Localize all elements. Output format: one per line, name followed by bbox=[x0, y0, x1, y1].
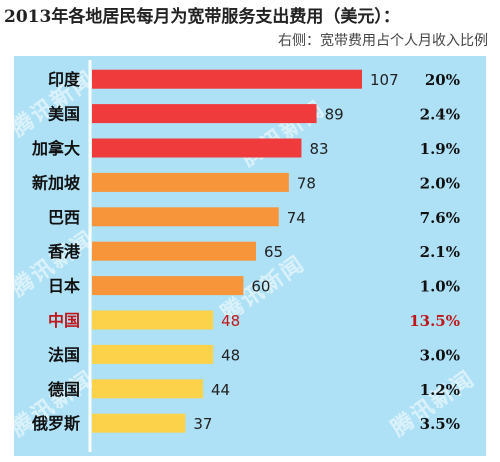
percent-label: 13.5% bbox=[409, 312, 460, 330]
percent-label: 7.6% bbox=[420, 209, 460, 227]
bar bbox=[92, 276, 244, 296]
category-label: 法国 bbox=[48, 345, 80, 364]
value-label: 74 bbox=[287, 209, 306, 227]
category-label: 中国 bbox=[48, 311, 80, 330]
chart-title: 2013年各地居民每月为宽带服务支出费用（美元）： bbox=[4, 7, 400, 27]
category-label: 香港 bbox=[47, 242, 81, 261]
chart-subtitle: 右侧：宽带费用占个人月收入比例 bbox=[278, 33, 488, 49]
bar bbox=[92, 344, 214, 364]
bar bbox=[92, 104, 317, 124]
category-label: 印度 bbox=[48, 70, 81, 89]
plot-area: 腾讯新闻 腾讯新闻 腾讯新闻 腾讯新闻 腾讯新闻 腾讯新闻 印度 107 20% 美国… bbox=[7, 56, 486, 456]
bar bbox=[92, 207, 279, 227]
value-label: 83 bbox=[309, 140, 328, 158]
percent-label: 1.2% bbox=[420, 381, 460, 399]
value-label: 48 bbox=[221, 346, 240, 364]
percent-label: 3.5% bbox=[420, 415, 460, 433]
value-label: 107 bbox=[370, 71, 399, 89]
percent-label: 3.0% bbox=[420, 346, 460, 364]
value-label: 60 bbox=[251, 278, 270, 296]
bar bbox=[92, 172, 289, 192]
bar-chart: 印度 107 20% 美国 89 2.4% 加拿大 83 1.9% 新加坡 78 2.0% 巴西 74 7.… bbox=[31, 60, 460, 452]
percent-label: 1.0% bbox=[420, 278, 460, 296]
value-label: 65 bbox=[264, 243, 283, 261]
bar bbox=[92, 138, 302, 158]
bar bbox=[92, 379, 204, 399]
value-label: 37 bbox=[193, 415, 212, 433]
bar bbox=[92, 69, 362, 89]
category-label: 日本 bbox=[48, 277, 80, 296]
category-label: 巴西 bbox=[48, 208, 80, 227]
percent-label: 2.4% bbox=[420, 106, 460, 124]
percent-label: 2.0% bbox=[420, 174, 460, 192]
bar bbox=[92, 310, 214, 330]
category-label: 美国 bbox=[48, 105, 80, 124]
category-label: 俄罗斯 bbox=[31, 414, 80, 433]
value-label: 48 bbox=[221, 312, 240, 330]
percent-label: 20% bbox=[425, 71, 460, 89]
percent-label: 2.1% bbox=[420, 243, 460, 261]
category-label: 德国 bbox=[48, 380, 80, 399]
percent-label: 1.9% bbox=[420, 140, 460, 158]
bar bbox=[92, 413, 186, 433]
bar bbox=[92, 241, 257, 261]
value-label: 89 bbox=[325, 106, 344, 124]
category-label: 加拿大 bbox=[31, 139, 80, 158]
value-label: 44 bbox=[211, 381, 230, 399]
value-label: 78 bbox=[297, 174, 316, 192]
category-label: 新加坡 bbox=[32, 173, 81, 192]
